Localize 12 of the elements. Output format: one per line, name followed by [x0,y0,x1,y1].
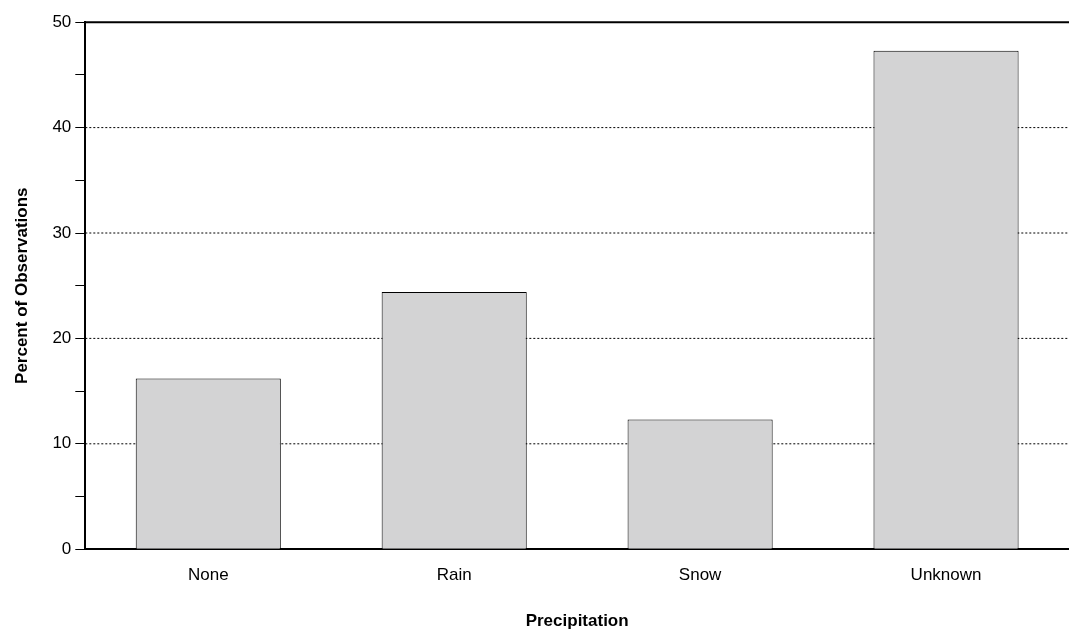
y-tick-label: 10 [52,433,72,453]
x-tick-label: Rain [436,565,472,585]
x-tick-label: Snow [678,565,723,585]
y-tick-label: 50 [52,11,72,31]
y-axis-title: Percent of Observations [11,187,31,384]
x-tick-label: None [187,565,229,585]
x-tick-label: Unknown [910,565,982,585]
y-tick-label: 30 [52,222,72,242]
y-tick-label: 20 [52,328,72,348]
y-tick-label: 40 [52,117,72,137]
y-tick-label: 0 [61,538,72,558]
x-axis-title: Precipitation [525,611,629,631]
